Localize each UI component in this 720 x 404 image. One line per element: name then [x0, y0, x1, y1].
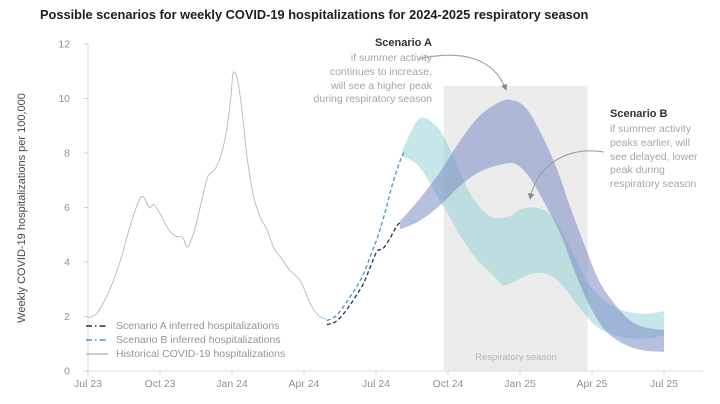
scenario-a-annotation: Scenario A if summer activity continues …: [272, 36, 432, 107]
scenario-b-annotation: Scenario B if summer activity peaks earl…: [610, 107, 720, 192]
scenario-a-arrow: [417, 54, 508, 91]
chart-legend: Scenario A inferred hospitalizations Sce…: [86, 319, 285, 361]
historical-solid-line-icon: [86, 353, 108, 355]
y-tick-label: 4: [64, 257, 70, 269]
scenario-b-arrow: [527, 150, 605, 200]
x-tick-label: Oct 24: [433, 378, 464, 390]
scenario-a-projected-range-band: [400, 99, 664, 352]
scenario-b-annotation-body: if summer activity peaks earlier, will s…: [610, 123, 698, 190]
scenario-b-projected-range-band: [402, 117, 664, 339]
scenario-b-dashed-line-icon: [86, 339, 108, 341]
x-tick-label: Jan 25: [504, 378, 536, 390]
historical-covid-19-hospitalizations-line: [87, 71, 327, 320]
x-tick-label: Apr 24: [289, 378, 320, 390]
y-tick-label: 8: [64, 148, 70, 160]
scenario-a-annotation-body: if summer activity continues to increase…: [313, 52, 432, 106]
legend-item-scenario-a: Scenario A inferred hospitalizations: [86, 319, 285, 333]
x-tick-label: Jul 24: [362, 378, 390, 390]
y-tick-label: 6: [64, 202, 70, 214]
respiratory-season-label: Respiratory season: [475, 352, 557, 363]
scenario-b-annotation-title: Scenario B: [610, 108, 668, 120]
y-tick-label: 10: [58, 93, 70, 105]
scenario-a-annotation-title: Scenario A: [374, 37, 432, 49]
scenario-a-inferred-hospitalizations-line: [326, 222, 401, 326]
scenario-a-dashed-line-icon: [86, 325, 108, 327]
chart-title: Possible scenarios for weekly COVID-19 h…: [40, 7, 589, 22]
legend-label: Scenario A inferred hospitalizations: [116, 320, 280, 332]
legend-label: Scenario B inferred hospitalizations: [116, 334, 281, 346]
legend-item-scenario-b: Scenario B inferred hospitalizations: [86, 333, 285, 347]
legend-label: Historical COVID-19 hospitalizations: [116, 348, 286, 360]
scenario-b-inferred-hospitalizations-line: [326, 150, 406, 322]
y-tick-label: 2: [64, 311, 70, 323]
y-tick-label: 0: [64, 366, 70, 378]
x-tick-label: Apr 25: [577, 378, 608, 390]
x-tick-label: Jul 23: [74, 378, 102, 390]
x-tick-label: Jul 25: [650, 378, 678, 390]
x-tick-label: Oct 23: [145, 378, 176, 390]
x-tick-label: Jan 24: [216, 378, 248, 390]
legend-item-historical: Historical COVID-19 hospitalizations: [86, 347, 285, 361]
y-tick-label: 12: [58, 39, 70, 51]
